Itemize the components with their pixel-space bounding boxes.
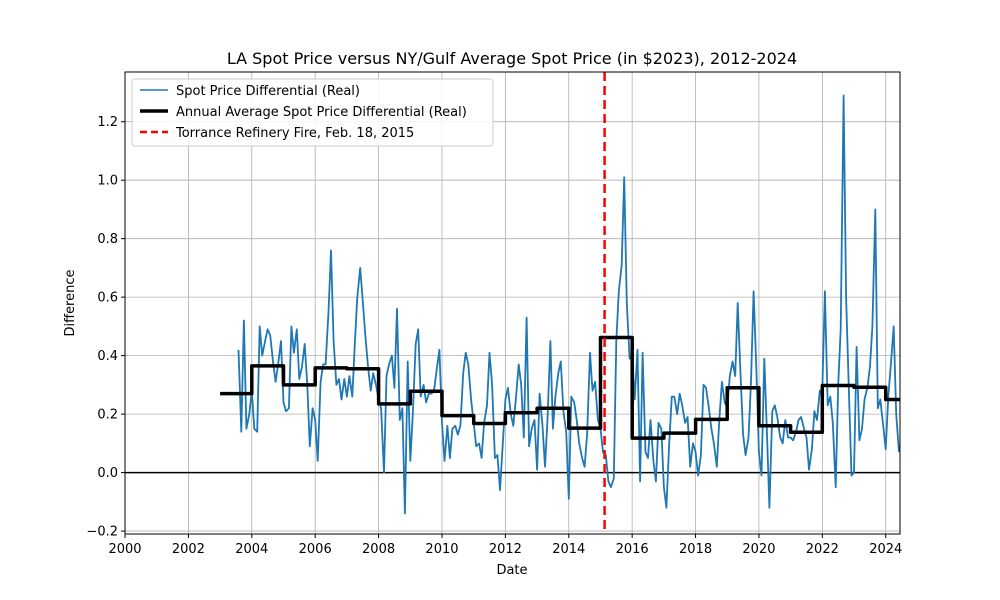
x-tick-label: 2010: [425, 542, 458, 557]
annual-series: [220, 335, 902, 440]
x-tick-label: 2000: [108, 542, 141, 557]
x-axis-ticks: 2000 2002 2004 2006 2008 2010 2012 2014 2016 2018…: [108, 534, 902, 557]
x-tick-label: 2004: [235, 542, 268, 557]
x-tick-label: 2012: [489, 542, 522, 557]
plot-area: [125, 72, 902, 534]
y-tick-label: −0.2: [86, 525, 118, 540]
x-tick-label: 2016: [616, 542, 649, 557]
chart-title: LA Spot Price versus NY/Gulf Average Spo…: [227, 49, 797, 68]
y-tick-label: 0.0: [97, 466, 118, 481]
legend-label-monthly: Spot Price Differential (Real): [176, 84, 360, 99]
x-tick-label: 2018: [679, 542, 712, 557]
legend-label-event: Torrance Refinery Fire, Feb. 18, 2015: [175, 126, 414, 141]
x-tick-label: 2022: [806, 542, 839, 557]
legend-box: [131, 78, 494, 147]
x-tick-label: 2008: [362, 542, 395, 557]
y-tick-label: 1.2: [97, 115, 118, 130]
monthly-series: [237, 94, 900, 515]
y-axis-ticks: −0.2 0.0 0.2 0.4 0.6 0.8 1.0 1.2: [86, 115, 125, 540]
x-tick-label: 2002: [172, 542, 205, 557]
y-tick-label: 0.2: [97, 408, 118, 423]
x-tick-label: 2020: [742, 542, 775, 557]
axes-frame: [124, 71, 901, 535]
y-tick-label: 1.0: [97, 174, 118, 189]
y-axis-label: Difference: [63, 269, 78, 336]
annual-average-step-line: [220, 335, 900, 440]
x-tick-label: 2006: [299, 542, 332, 557]
x-axis-label: Date: [496, 563, 527, 578]
y-tick-label: 0.6: [97, 291, 118, 306]
y-tick-label: 0.4: [97, 349, 118, 364]
x-tick-label: 2024: [869, 542, 902, 557]
x-tick-label: 2014: [552, 542, 585, 557]
legend-label-annual: Annual Average Spot Price Differential (…: [176, 105, 467, 120]
legend: Spot Price Differential (Real) Annual Av…: [131, 78, 494, 147]
y-tick-label: 0.8: [97, 232, 118, 247]
